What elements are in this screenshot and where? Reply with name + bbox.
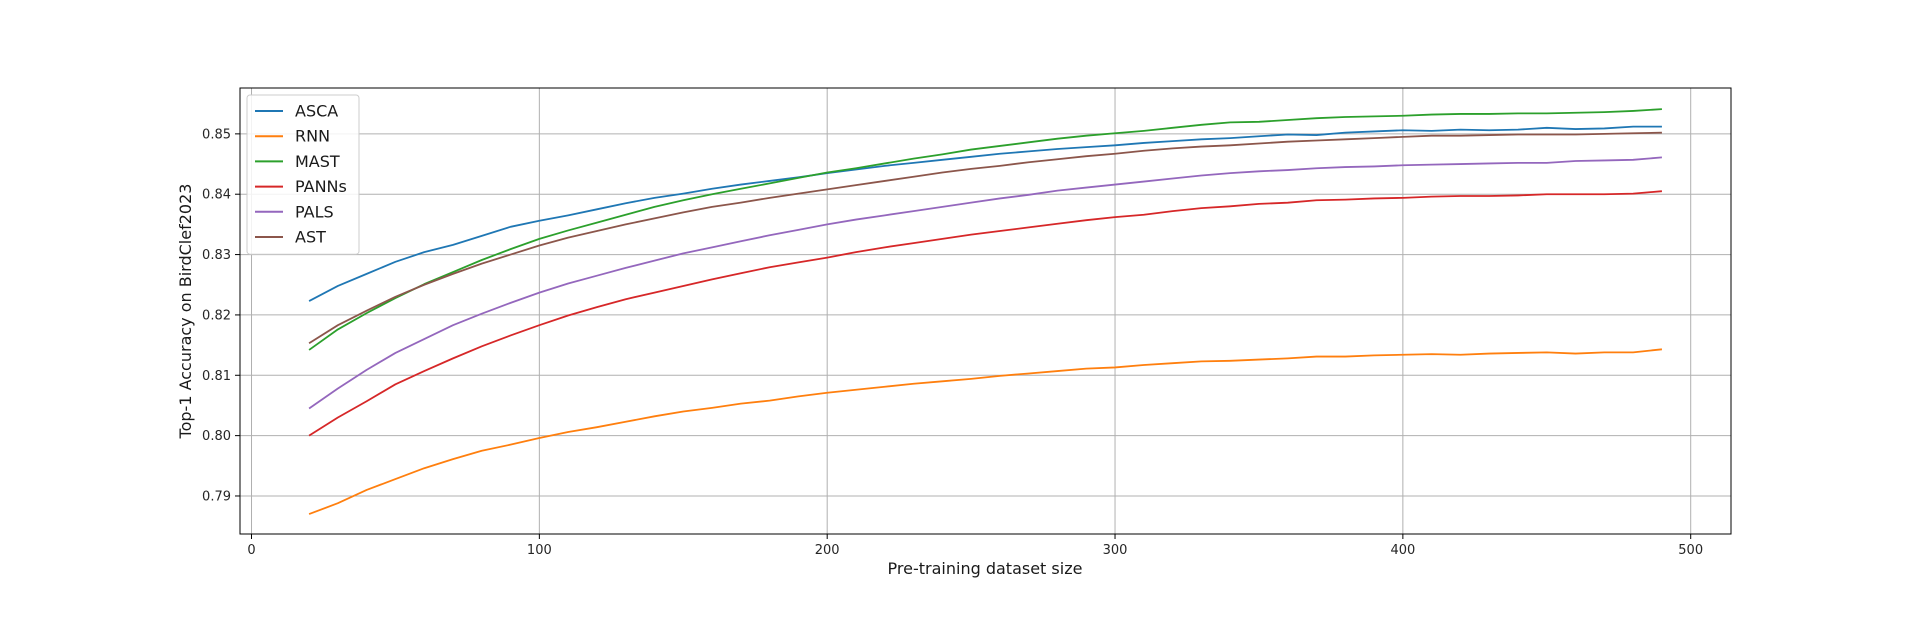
series-lines [308, 108, 1663, 515]
series-line-mast [308, 108, 1662, 351]
x-tick-label: 100 [527, 543, 552, 558]
x-tick-label: 300 [1103, 543, 1128, 558]
y-tick-label: 0.85 [202, 127, 231, 142]
y-tick-label: 0.82 [202, 308, 231, 323]
y-tick-label: 0.79 [202, 489, 231, 504]
series-line-pals [308, 156, 1662, 410]
y-tick-label: 0.80 [202, 429, 231, 444]
series-line-ast [308, 131, 1662, 345]
x-tick-label: 0 [247, 543, 255, 558]
legend-label-rnn: RNN [295, 127, 330, 146]
x-tick-label: 500 [1678, 543, 1703, 558]
legend-label-panns: PANNs [295, 177, 347, 196]
grid [240, 88, 1731, 534]
y-tick-label: 0.83 [202, 248, 231, 263]
plot-frame [239, 87, 1732, 535]
x-tick-label: 400 [1390, 543, 1415, 558]
legend-box [246, 94, 360, 255]
axis-ticks: 0 100 200 300 400 500 0.79 0.80 0.81 0.82 0.83 0.84… [202, 127, 1703, 558]
legend-label-asca: ASCA [295, 102, 338, 121]
legend-label-ast: AST [295, 228, 326, 247]
y-axis-label: Top-1 Accuracy on BirdClef2023 [176, 184, 195, 440]
legend: ASCA RNN MAST PANNs PALS AST [246, 94, 360, 255]
x-axis-label: Pre-training dataset size [888, 559, 1083, 578]
legend-label-mast: MAST [295, 152, 340, 171]
series-line-panns [308, 190, 1662, 437]
y-tick-label: 0.81 [202, 369, 231, 384]
legend-label-pals: PALS [295, 202, 334, 221]
y-tick-label: 0.84 [202, 188, 231, 203]
x-tick-label: 200 [815, 543, 840, 558]
series-line-rnn [308, 348, 1663, 515]
series-line-asca [308, 125, 1662, 302]
